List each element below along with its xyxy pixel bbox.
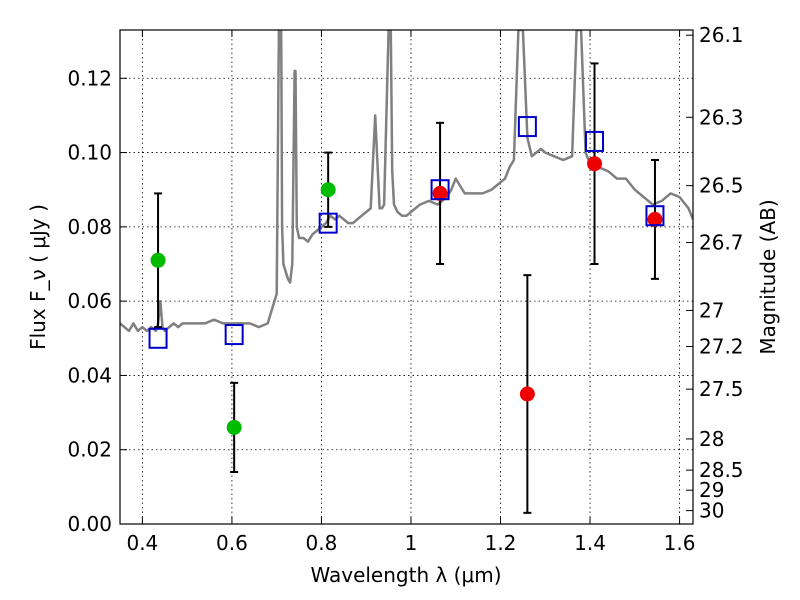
right-tick-label: 28.5 [699, 458, 744, 482]
data-point [226, 419, 242, 435]
spectrum-line [120, 30, 693, 333]
y-tick-label: 0.02 [67, 438, 112, 462]
plot-frame [119, 29, 694, 525]
model-square-marker [585, 130, 605, 152]
model-square-marker [224, 324, 244, 346]
x-tick-label: 1.6 [664, 531, 696, 555]
data-point [150, 252, 166, 268]
x-tick-label: 0.4 [126, 531, 158, 555]
right-tick-label: 26.5 [699, 174, 744, 198]
data-point [320, 182, 336, 198]
x-tick-label: 1.4 [574, 531, 606, 555]
right-tick-label: 27.5 [699, 377, 744, 401]
y-tick-label: 0.10 [67, 141, 112, 165]
x-axis-title: Wavelength λ (μm) [310, 563, 501, 587]
right-tick-label: 30 [699, 499, 724, 523]
right-tick-label: 27.2 [699, 334, 744, 358]
right-tick-label: 26.1 [699, 23, 744, 47]
right-tick-label: 26.7 [699, 230, 744, 254]
y-tick-label: 0.00 [67, 512, 112, 536]
x-tick-label: 0.8 [306, 531, 338, 555]
x-tick-label: 0.6 [216, 531, 248, 555]
axis-ticks: 0.4 0.6 0.8 1 1.2 1.4 1.6 0.00 0.02 0.04 0.06 0.08 0… [67, 23, 743, 555]
y-tick-label: 0.08 [67, 215, 112, 239]
photometry-points [148, 62, 665, 514]
model-square-marker [430, 179, 450, 201]
spectrum-path [120, 30, 693, 333]
right-tick-label: 27 [699, 298, 724, 322]
model-square-marker [148, 327, 168, 349]
x-tick-label: 1 [405, 531, 418, 555]
y-tick-label: 0.06 [67, 289, 112, 313]
data-point [587, 156, 603, 172]
y-tick-label: 0.04 [67, 363, 112, 387]
right-tick-label: 28 [699, 427, 724, 451]
x-tick-label: 1.2 [485, 531, 517, 555]
y-axis-title-right: Magnitude (AB) [756, 199, 780, 354]
model-square-marker [318, 212, 338, 234]
data-point [519, 386, 535, 402]
y-axis-title: Flux F_ν ( μJy ) [26, 204, 50, 350]
data-point [432, 185, 448, 201]
model-square-marker [517, 116, 537, 138]
right-tick-label: 29 [699, 478, 724, 502]
grid-lines [120, 30, 693, 525]
right-tick-label: 26.3 [699, 105, 744, 129]
data-point [647, 211, 663, 227]
y-tick-label: 0.12 [67, 66, 112, 90]
model-square-marker [645, 205, 665, 227]
